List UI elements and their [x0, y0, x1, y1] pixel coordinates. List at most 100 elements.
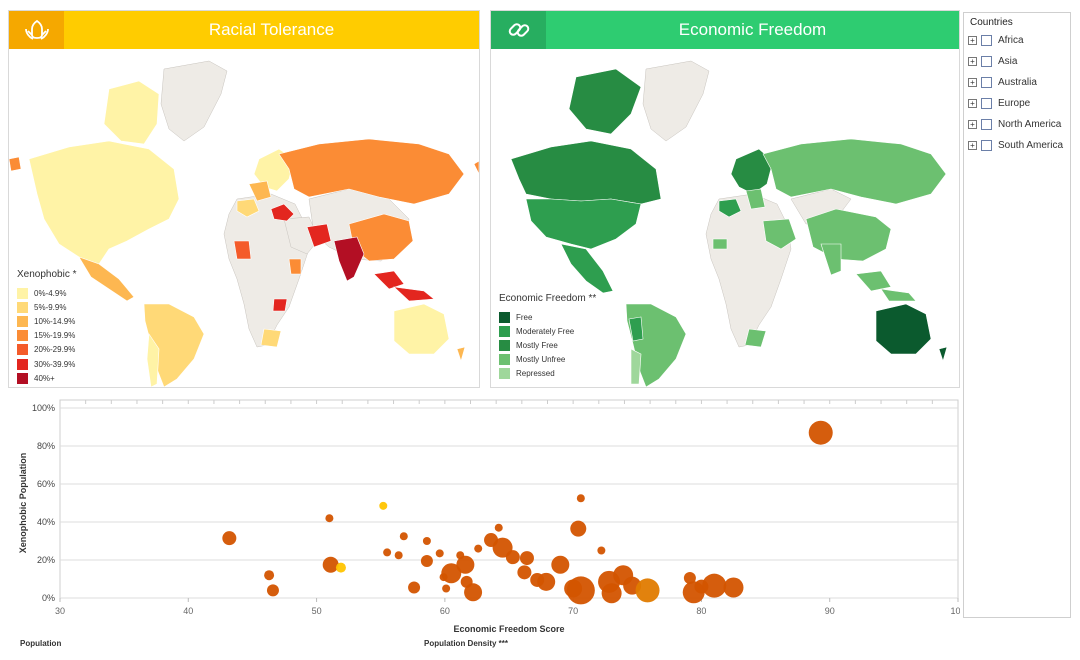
legend-label: 20%-29.9%: [34, 345, 76, 355]
checkbox[interactable]: [981, 98, 992, 109]
data-point: [601, 583, 622, 604]
data-point: [635, 578, 660, 603]
x-tick-label: 100: [950, 606, 960, 616]
legend-item: 15%-19.9%: [17, 329, 77, 343]
legend-item: 0%-4.9%: [17, 286, 77, 300]
expand-icon[interactable]: +: [968, 57, 977, 66]
checkbox[interactable]: [981, 140, 992, 151]
countries-tree-title: Countries: [970, 17, 1013, 28]
data-point: [517, 565, 532, 580]
data-point: [494, 523, 503, 532]
data-point: [464, 583, 483, 602]
x-tick-label: 60: [440, 606, 450, 616]
economic-world-map[interactable]: [491, 49, 959, 387]
data-point: [551, 555, 570, 574]
expand-icon[interactable]: +: [968, 99, 977, 108]
data-point: [570, 520, 587, 537]
y-tick-label: 100%: [32, 403, 55, 413]
population-density-footer-label: Population Density ***: [424, 639, 509, 648]
legend-swatch: [499, 368, 510, 380]
legend-label: Mostly Unfree: [516, 355, 566, 365]
tree-item-north-america[interactable]: + North America: [964, 114, 1070, 135]
x-tick-label: 80: [696, 606, 706, 616]
data-point: [266, 584, 279, 597]
scatter-chart: 0% 20% 40% 60% 80% 100% 30 40 50 60 70 80 90 100 Econo…: [8, 398, 966, 648]
legend-item: 20%-29.9%: [17, 343, 77, 357]
tree-item-africa[interactable]: + Africa: [964, 30, 1070, 51]
data-point: [383, 548, 392, 557]
tree-item-asia[interactable]: + Asia: [964, 51, 1070, 72]
data-point: [456, 555, 475, 574]
legend-swatch: [17, 344, 28, 356]
data-point: [808, 420, 833, 445]
data-point: [322, 556, 339, 573]
legend-item: 10%-14.9%: [17, 314, 77, 328]
legend-label: Repressed: [516, 369, 555, 379]
legend-swatch: [17, 372, 28, 384]
countries-tree-panel: Countries + Africa + Asia + Australia + Europe +…: [963, 12, 1071, 618]
economic-freedom-legend: Economic Freedom ** Free Moderately Free M…: [499, 293, 596, 381]
checkbox[interactable]: [981, 77, 992, 88]
data-point: [264, 570, 275, 581]
legend-item: Moderately Free: [499, 324, 596, 338]
economic-freedom-header: Economic Freedom: [491, 11, 959, 49]
checkbox[interactable]: [981, 119, 992, 130]
legend-swatch: [499, 325, 510, 337]
tree-item-label: Africa: [998, 35, 1024, 46]
data-point: [505, 550, 520, 565]
plot-area: [59, 399, 959, 599]
data-point: [222, 531, 237, 546]
data-point: [325, 514, 334, 523]
data-point: [576, 494, 585, 503]
expand-icon[interactable]: +: [968, 36, 977, 45]
legend-label: Moderately Free: [516, 326, 575, 336]
legend-swatch: [17, 315, 28, 327]
chain-link-icon: [491, 11, 546, 49]
expand-icon[interactable]: +: [968, 120, 977, 129]
legend-label: 30%-39.9%: [34, 359, 76, 369]
data-point: [420, 554, 433, 567]
legend-swatch: [17, 287, 28, 299]
legend-label: 10%-14.9%: [34, 316, 76, 326]
racial-world-map[interactable]: [9, 49, 479, 387]
legend-title: Xenophobic *: [17, 269, 77, 280]
checkbox[interactable]: [981, 35, 992, 46]
data-point: [519, 551, 534, 566]
y-tick-label: 40%: [37, 517, 55, 527]
x-axis-label: Economic Freedom Score: [453, 624, 564, 634]
x-tick-label: 70: [568, 606, 578, 616]
data-point: [723, 577, 744, 598]
tree-item-australia[interactable]: + Australia: [964, 72, 1070, 93]
data-point: [394, 551, 403, 560]
legend-label: 0%-4.9%: [34, 288, 67, 298]
tree-item-label: Australia: [998, 77, 1037, 88]
checkbox[interactable]: [981, 56, 992, 67]
data-point: [702, 573, 727, 598]
scatter-plot: 0% 20% 40% 60% 80% 100% 30 40 50 60 70 80 90 100 Econo…: [18, 399, 966, 634]
racial-tolerance-panel: Racial Tolerance: [8, 10, 480, 388]
xenophobic-legend: Xenophobic * 0%-4.9% 5%-9.9% 10%-14.9% 15%-…: [17, 269, 77, 385]
y-tick-label: 20%: [37, 555, 55, 565]
legend-swatch: [499, 354, 510, 366]
y-tick-label: 80%: [37, 441, 55, 451]
tree-item-label: South America: [998, 140, 1064, 151]
legend-item: 40%+: [17, 371, 77, 385]
tree-item-label: Asia: [998, 56, 1018, 67]
data-point: [335, 562, 346, 573]
expand-icon[interactable]: +: [968, 78, 977, 87]
y-tick-label: 0%: [42, 593, 55, 603]
economic-freedom-panel: Economic Freedom: [490, 10, 960, 388]
data-point: [597, 546, 606, 555]
racial-tolerance-header: Racial Tolerance: [9, 11, 479, 49]
legend-item: Mostly Unfree: [499, 353, 596, 367]
racial-tolerance-title: Racial Tolerance: [64, 11, 479, 49]
expand-icon[interactable]: +: [968, 141, 977, 150]
tree-item-europe[interactable]: + Europe: [964, 93, 1070, 114]
legend-swatch: [499, 311, 510, 323]
tree-item-label: Europe: [998, 98, 1031, 109]
data-point: [683, 572, 696, 585]
legend-swatch: [17, 301, 28, 313]
data-point: [422, 537, 431, 545]
data-point: [474, 544, 483, 553]
tree-item-south-america[interactable]: + South America: [964, 135, 1070, 156]
